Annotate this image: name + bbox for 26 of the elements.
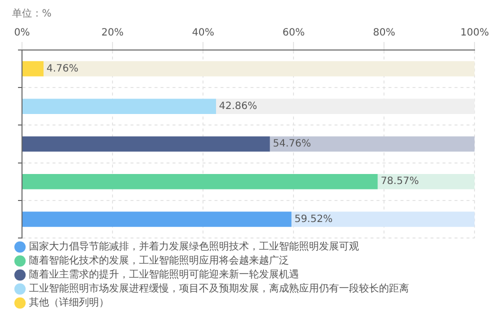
data-label: 59.52% <box>294 214 333 225</box>
legend-label: 工业智能照明市场发展进程缓慢，项目不及预期发展，离成熟应用仍有一段较长的距离 <box>29 282 409 295</box>
x-tick-label: 100% <box>460 28 489 39</box>
bar <box>378 174 475 190</box>
legend-label: 随着智能化技术的发展，工业智能照明应用将会越来越广泛 <box>29 254 289 267</box>
data-label: 54.76% <box>272 138 312 150</box>
legend-label: 随着业主需求的提升，工业智能照明可能迎来新一轮发展机遇 <box>29 268 299 281</box>
bar <box>22 98 216 114</box>
bar <box>22 136 270 152</box>
bar <box>291 212 475 227</box>
bar <box>22 174 378 190</box>
bar <box>22 61 44 76</box>
bar <box>270 136 475 152</box>
x-tick-label: 20% <box>101 28 124 39</box>
legend-label: 其他（详细列明） <box>29 296 109 309</box>
x-tick-label: 40% <box>192 28 214 39</box>
x-tick-label: 80% <box>373 28 396 39</box>
chart-title: 单位：% <box>12 8 52 20</box>
bar <box>44 61 475 76</box>
data-label: 42.86% <box>219 100 258 112</box>
x-tick-label: 0% <box>14 28 30 39</box>
bar <box>22 212 292 227</box>
x-tick-label: 60% <box>282 28 305 39</box>
data-label: 4.76% <box>46 63 78 74</box>
legend-label: 国家大力倡导节能减排，并着力发展绿色照明技术，工业智能照明发展可观 <box>29 240 359 253</box>
data-label: 78.57% <box>380 176 419 188</box>
